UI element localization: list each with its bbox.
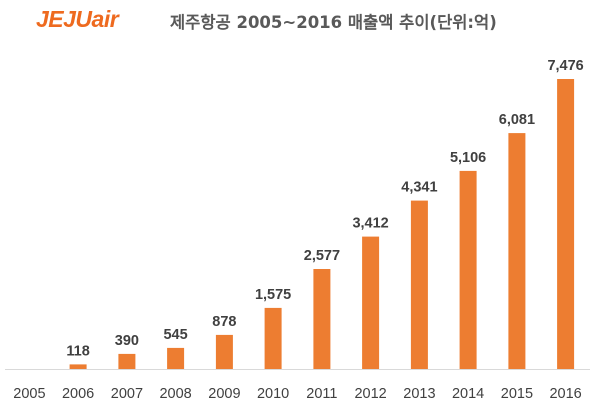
value-label-2011: 2,577 xyxy=(304,248,340,264)
tick-label-2016: 2016 xyxy=(549,386,581,402)
value-labels-group: 118 390 545 878 1,575 2,577 3,412 4,341 5,106 6,0… xyxy=(66,58,583,359)
tick-label-2015: 2015 xyxy=(501,386,533,402)
value-label-2015: 6,081 xyxy=(499,112,535,128)
tick-label-2009: 2009 xyxy=(208,386,240,402)
bar-2015 xyxy=(508,133,526,369)
value-label-2014: 5,106 xyxy=(450,150,486,166)
tick-label-2005: 2005 xyxy=(13,386,45,402)
bars-group xyxy=(69,79,575,369)
bar-2008 xyxy=(167,347,185,369)
value-label-2008: 545 xyxy=(163,327,187,343)
tick-label-2013: 2013 xyxy=(403,386,435,402)
bar-2011 xyxy=(313,269,331,369)
value-label-2007: 390 xyxy=(115,333,139,349)
chart-header: JEJUair 제주항공 2005~2016 매출액 추이(단위:억) xyxy=(0,0,600,46)
bar-2014 xyxy=(459,170,477,369)
value-label-2010: 1,575 xyxy=(255,287,291,303)
value-label-2006: 118 xyxy=(66,343,89,359)
chart-title: 제주항공 2005~2016 매출액 추이(단위:억) xyxy=(170,13,497,32)
tick-label-2010: 2010 xyxy=(257,386,289,402)
bar-2016 xyxy=(557,79,575,369)
bar-2010 xyxy=(264,307,282,369)
value-label-2013: 4,341 xyxy=(401,180,437,196)
tick-label-2012: 2012 xyxy=(354,386,386,402)
value-label-2016: 7,476 xyxy=(547,58,583,74)
jejuair-logo: JEJUair xyxy=(36,6,119,32)
tick-label-2008: 2008 xyxy=(159,386,191,402)
tick-label-2006: 2006 xyxy=(62,386,94,402)
bar-2012 xyxy=(362,236,380,369)
tick-label-2011: 2011 xyxy=(306,386,337,402)
bar-2007 xyxy=(118,353,136,369)
bar-2013 xyxy=(410,200,428,369)
value-label-2012: 3,412 xyxy=(352,216,388,232)
bar-2006 xyxy=(69,364,87,369)
bar-2009 xyxy=(215,334,233,369)
tick-labels-group: 2005 2006 2007 2008 2009 2010 2011 2012 2013 2014… xyxy=(13,386,581,402)
tick-label-2007: 2007 xyxy=(111,386,143,402)
tick-label-2014: 2014 xyxy=(452,386,484,402)
value-label-2009: 878 xyxy=(212,314,236,330)
